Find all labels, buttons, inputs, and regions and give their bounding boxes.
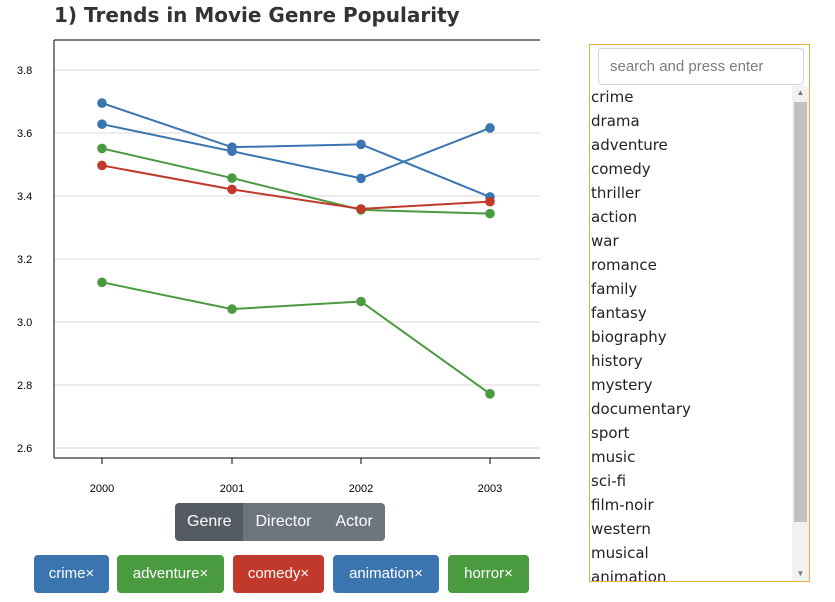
selected-genre-chip[interactable]: adventure× xyxy=(117,555,224,593)
data-point-animation xyxy=(97,119,107,129)
series-line-horror xyxy=(101,281,491,395)
series-line-comedy xyxy=(101,164,491,210)
data-point-comedy xyxy=(356,204,366,214)
genre-list[interactable]: crime drama adventure comedy thriller action w… xyxy=(590,89,792,581)
y-tick-label: 3.8 xyxy=(17,65,32,77)
genre-list-item[interactable]: adventure xyxy=(591,136,668,154)
data-point-adventure xyxy=(97,143,107,154)
genre-list-item[interactable]: crime xyxy=(591,89,634,106)
scroll-up-icon[interactable]: ▲ xyxy=(796,88,805,97)
series-line-crime xyxy=(101,102,491,198)
y-tick-label: 3.0 xyxy=(17,317,32,329)
data-point-comedy xyxy=(485,196,495,207)
genre-list-item[interactable]: music xyxy=(591,448,636,466)
x-tick-label: 2001 xyxy=(220,483,244,495)
series-line-adventure xyxy=(101,147,491,215)
genre-list-scrollbar[interactable]: ▲ ▼ xyxy=(792,86,809,581)
data-point-animation xyxy=(227,146,237,157)
data-point-crime xyxy=(356,139,366,150)
mode-toggle-group: Genre Director Actor xyxy=(175,503,385,541)
search-input[interactable] xyxy=(598,48,804,85)
genre-mode-button[interactable]: Genre xyxy=(175,503,244,541)
y-tick-label: 3.2 xyxy=(17,254,32,266)
genre-list-item[interactable]: romance xyxy=(591,256,657,274)
data-point-horror xyxy=(485,389,495,399)
genre-list-item[interactable]: sport xyxy=(591,424,630,442)
data-point-animation xyxy=(485,123,495,133)
data-point-crime xyxy=(97,98,107,108)
data-point-comedy xyxy=(227,184,237,195)
data-point-horror xyxy=(97,277,107,288)
genre-list-item[interactable]: fantasy xyxy=(591,304,647,322)
genre-list-item[interactable]: musical xyxy=(591,544,649,562)
genre-list-item[interactable]: war xyxy=(591,232,619,250)
data-point-horror xyxy=(356,296,366,307)
selected-genre-chip[interactable]: animation× xyxy=(333,555,439,593)
selected-genre-chip[interactable]: comedy× xyxy=(233,555,324,593)
genre-picker-panel: crime drama adventure comedy thriller action w… xyxy=(589,44,810,582)
y-tick-label: 2.8 xyxy=(17,380,32,392)
data-point-comedy xyxy=(97,160,107,171)
scroll-down-icon[interactable]: ▼ xyxy=(796,569,805,578)
genre-list-item[interactable]: western xyxy=(591,520,651,538)
data-point-adventure xyxy=(485,208,495,219)
data-point-animation xyxy=(356,173,366,184)
selected-genre-chip[interactable]: horror× xyxy=(448,555,529,593)
data-point-adventure xyxy=(227,173,237,183)
x-tick-label: 2002 xyxy=(349,483,373,495)
selected-genre-chip[interactable]: crime× xyxy=(34,555,109,593)
data-point-horror xyxy=(227,304,237,314)
genre-list-item[interactable]: action xyxy=(591,208,638,226)
genre-list-item[interactable]: thriller xyxy=(591,184,641,202)
genre-list-item[interactable]: history xyxy=(591,352,643,370)
genre-list-item[interactable]: biography xyxy=(591,328,667,346)
y-tick-label: 3.4 xyxy=(17,191,32,203)
x-tick-label: 2003 xyxy=(478,483,502,495)
scroll-thumb[interactable] xyxy=(794,102,807,522)
genre-list-item[interactable]: film-noir xyxy=(591,496,654,514)
director-mode-button[interactable]: Director xyxy=(243,503,324,541)
genre-list-item[interactable]: drama xyxy=(591,112,640,130)
series-line-animation xyxy=(101,123,491,180)
genre-list-item[interactable]: comedy xyxy=(591,160,651,178)
genre-list-item[interactable]: animation xyxy=(591,568,667,582)
genre-list-item[interactable]: family xyxy=(591,280,638,298)
y-tick-label: 2.6 xyxy=(17,443,32,455)
line-chart: 2.6 2.8 3.0 3.2 3.4 3.6 3.8 2000 2001 2002 2003 xyxy=(17,39,540,495)
actor-mode-button[interactable]: Actor xyxy=(323,503,385,541)
genre-list-item[interactable]: documentary xyxy=(591,400,691,418)
genre-list-item[interactable]: mystery xyxy=(591,376,653,394)
y-tick-label: 3.6 xyxy=(17,128,32,140)
genre-list-item[interactable]: sci-fi xyxy=(591,472,627,490)
page-title: 1) Trends in Movie Genre Popularity xyxy=(54,3,460,27)
x-tick-label: 2000 xyxy=(90,483,114,495)
